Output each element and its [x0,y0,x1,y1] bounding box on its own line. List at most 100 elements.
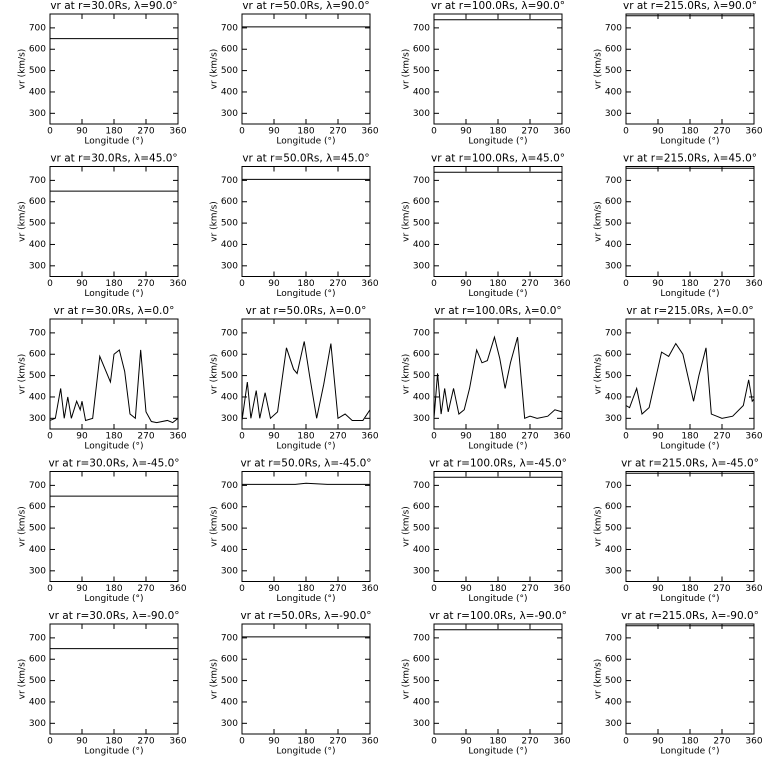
x-tick-label: 90 [460,737,472,747]
x-tick-label: 360 [169,737,186,747]
y-tick-label: 400 [605,545,622,555]
x-tick-label: 90 [268,127,280,137]
y-tick-label: 600 [29,45,46,55]
y-tick-label: 500 [413,676,430,686]
plot-frame [433,13,563,125]
y-tick-label: 400 [413,697,430,707]
data-line [242,482,370,485]
y-axis-label: vr (km/s) [402,354,412,395]
y-tick-label: 600 [29,197,46,207]
x-tick-label: 180 [105,279,122,289]
y-tick-label: 400 [605,392,622,402]
y-tick-label: 600 [413,502,430,512]
x-tick-label: 90 [76,584,88,594]
x-axis-label: Longitude (°) [276,289,335,299]
x-axis-label: Longitude (°) [84,442,143,452]
x-tick-label: 0 [239,432,245,442]
y-tick-label: 400 [29,240,46,250]
y-tick-label: 700 [221,481,238,491]
x-tick-label: 270 [713,737,730,747]
x-tick-label: 270 [521,737,538,747]
y-tick-label: 600 [29,350,46,360]
x-axis-label: Longitude (°) [84,747,143,757]
y-tick-label: 300 [221,414,238,424]
y-tick-label: 700 [413,328,430,338]
y-tick-label: 400 [29,545,46,555]
y-tick-label: 300 [221,719,238,729]
x-tick-label: 360 [361,584,378,594]
plot-frame [625,13,755,125]
y-tick-label: 400 [413,240,430,250]
y-tick-label: 400 [413,392,430,402]
x-tick-label: 0 [623,584,629,594]
y-axis-label: vr (km/s) [210,506,220,547]
chart-title: vr at r=50.0Rs, λ=0.0° [246,305,367,317]
x-tick-label: 90 [76,127,88,137]
x-tick-label: 90 [76,279,88,289]
x-tick-label: 270 [137,737,154,747]
x-tick-label: 0 [623,127,629,137]
y-tick-label: 300 [221,261,238,271]
x-tick-label: 360 [361,432,378,442]
x-tick-label: 360 [745,737,762,747]
x-tick-label: 90 [268,584,280,594]
chart-title: vr at r=215.0Rs, λ=0.0° [626,305,753,317]
x-tick-label: 360 [361,737,378,747]
y-tick-label: 600 [605,502,622,512]
y-tick-label: 300 [605,566,622,576]
x-tick-label: 90 [76,737,88,747]
x-axis-label: Longitude (°) [276,442,335,452]
y-tick-label: 700 [29,328,46,338]
y-tick-label: 600 [605,197,622,207]
chart-title: vr at r=215.0Rs, λ=90.0° [623,0,757,12]
y-tick-label: 700 [221,23,238,33]
plot-frame [625,471,755,582]
x-tick-label: 270 [137,279,154,289]
x-tick-label: 0 [623,279,629,289]
y-axis-label: vr (km/s) [18,354,28,395]
x-tick-label: 360 [553,584,570,594]
y-tick-label: 700 [605,23,622,33]
y-tick-label: 400 [221,240,238,250]
x-tick-label: 90 [76,432,88,442]
y-tick-label: 600 [413,655,430,665]
x-tick-label: 0 [239,737,245,747]
x-tick-label: 180 [297,127,314,137]
y-tick-label: 500 [29,371,46,381]
y-axis-label: vr (km/s) [402,506,412,547]
x-tick-label: 360 [169,279,186,289]
x-axis-label: Longitude (°) [276,747,335,757]
x-tick-label: 0 [47,584,53,594]
y-tick-label: 700 [413,633,430,643]
x-axis-label: Longitude (°) [468,137,527,147]
data-line [625,342,755,419]
x-tick-label: 270 [329,279,346,289]
y-tick-label: 500 [413,371,430,381]
x-tick-label: 0 [239,279,245,289]
chart-title: vr at r=50.0Rs, λ=45.0° [242,153,369,165]
x-axis-label: Longitude (°) [468,442,527,452]
y-tick-label: 600 [221,655,238,665]
x-tick-label: 180 [297,737,314,747]
chart-title: vr at r=215.0Rs, λ=-45.0° [621,458,759,470]
plot-frame [241,623,371,735]
x-tick-label: 0 [623,737,629,747]
y-tick-label: 400 [29,87,46,97]
x-tick-label: 0 [431,432,437,442]
y-tick-label: 500 [221,219,238,229]
plot-frame [433,471,563,582]
y-tick-label: 400 [29,392,46,402]
y-tick-label: 500 [221,524,238,534]
x-tick-label: 360 [169,127,186,137]
x-tick-label: 0 [239,127,245,137]
plot-frame [241,13,371,125]
x-axis-label: Longitude (°) [84,137,143,147]
plot-frame [241,166,371,277]
chart-title: vr at r=30.0Rs, λ=90.0° [50,0,177,12]
plot-frame [49,471,179,582]
x-axis-label: Longitude (°) [660,747,719,757]
y-tick-label: 300 [413,261,430,271]
chart-title: vr at r=50.0Rs, λ=90.0° [242,0,369,12]
x-tick-label: 180 [681,279,698,289]
y-tick-label: 700 [605,633,622,643]
